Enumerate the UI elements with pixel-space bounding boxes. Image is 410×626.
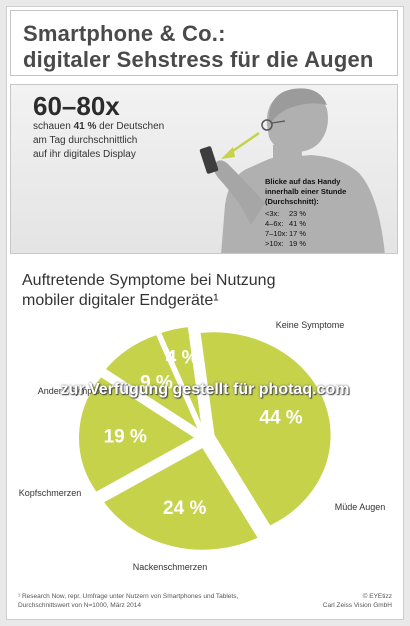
pie-category-label: Nackenschmerzen xyxy=(133,562,208,572)
blicke-row-label: >10x: xyxy=(265,239,284,248)
stat-big-number: 60–80x xyxy=(33,91,120,121)
pie-slice xyxy=(102,332,202,434)
pie-slice xyxy=(101,445,261,552)
stat-desc-line-3: auf ihr digitales Display xyxy=(33,149,136,160)
blicke-row: <3x: 23 % xyxy=(265,209,306,219)
stat-desc-suffix: der Deutschen xyxy=(96,121,165,132)
blicke-row-value: 41 % xyxy=(289,219,307,228)
stat-desc-bold: 41 % xyxy=(73,121,97,132)
pie-slice xyxy=(198,330,333,528)
stats-panel: 60–80x schauen 41 % der Deutschen am Tag… xyxy=(10,84,398,254)
blicke-heading-1: Blicke auf das Handy xyxy=(265,177,341,186)
pie-slice xyxy=(158,324,204,430)
blicke-heading-3: (Durchschnitt): xyxy=(265,197,319,206)
pie-value-label: 44 % xyxy=(259,407,302,428)
footnote-line-1: ¹ Research Now, repr. Umfrage unter Nutz… xyxy=(18,593,239,600)
pie-value-label: 9 % xyxy=(140,372,173,393)
stat-desc-line-1: schauen 41 % der Deutschen xyxy=(33,121,164,132)
blicke-row-label: <3x: xyxy=(265,209,280,218)
symptoms-title-line-2: mobiler digitaler Endgeräte¹ xyxy=(22,292,219,309)
pie-value-label: 24 % xyxy=(163,498,206,519)
credit-line-1: © EYEtizz xyxy=(362,593,392,600)
pie-slice xyxy=(77,374,198,495)
pie-value-label: 4 % xyxy=(166,348,199,369)
blicke-row: >10x: 19 % xyxy=(265,239,306,249)
symptoms-title-line-1: Auftretende Symptome bei Nutzung xyxy=(22,272,276,289)
pie-category-label: Müde Augen xyxy=(335,502,386,512)
footnote-line-2: Durchschnittswert von N=1000, März 2014 xyxy=(18,602,142,609)
blicke-row-label: 7–10x: xyxy=(265,229,288,238)
blicke-row: 4–6x: 41 % xyxy=(265,219,306,229)
title-line-2: digitaler Sehstress für die Augen xyxy=(23,47,374,72)
stat-desc-line-2: am Tag durchschnittlich xyxy=(33,135,138,146)
blicke-row-value: 23 % xyxy=(289,209,307,218)
stat-desc-prefix: schauen xyxy=(33,121,74,132)
blicke-row-value: 17 % xyxy=(289,229,307,238)
blicke-heading: Blicke auf das Handy innerhalb einer Stu… xyxy=(265,177,346,207)
blicke-heading-2: innerhalb einer Stunde xyxy=(265,187,347,196)
watermark: zur Verfügung gestellt für photaq.com xyxy=(60,381,350,398)
title-box: Smartphone & Co.: digitaler Sehstress fü… xyxy=(10,10,398,76)
pie-category-label: Andere Symptome xyxy=(38,386,113,396)
blicke-row: 7–10x:17 % xyxy=(265,229,306,239)
blicke-row-label: 4–6x: xyxy=(265,219,284,228)
person-with-phone-silhouette xyxy=(199,88,385,253)
credit-line-2: Carl Zeiss Vision GmbH xyxy=(322,602,392,609)
pie-category-label: Keine Symptome xyxy=(276,320,345,330)
pie-value-label: 19 % xyxy=(104,426,147,447)
title-line-1: Smartphone & Co.: xyxy=(23,21,226,46)
blicke-row-value: 19 % xyxy=(289,239,307,248)
pie-category-label: Kopfschmerzen xyxy=(19,488,82,498)
